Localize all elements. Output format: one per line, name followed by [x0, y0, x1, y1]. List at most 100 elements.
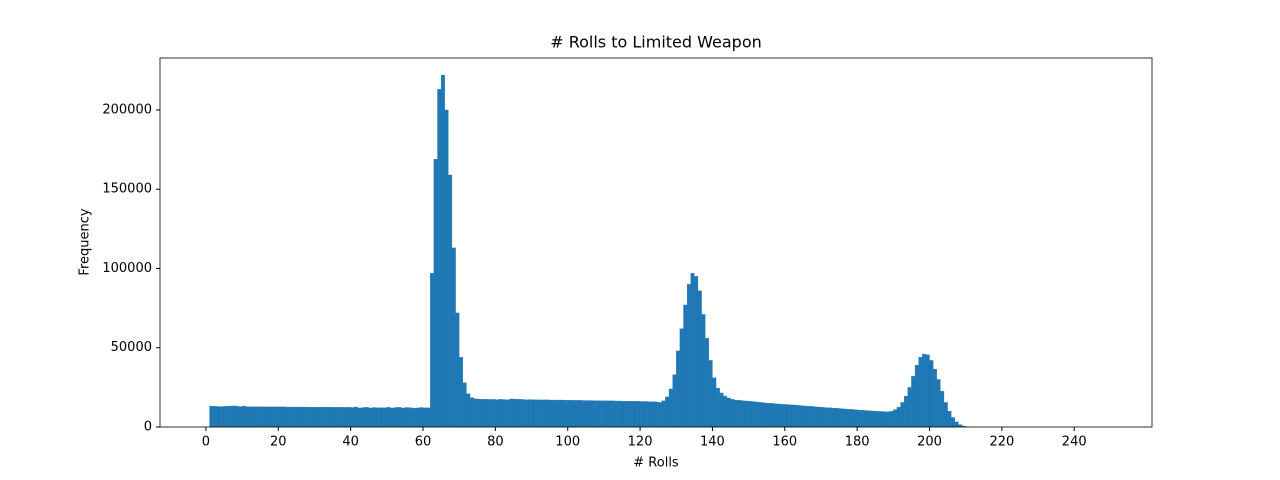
bar: [712, 377, 717, 428]
bar: [900, 402, 905, 428]
bar: [383, 407, 387, 428]
bar: [647, 401, 652, 428]
bar: [762, 402, 767, 428]
bar: [346, 407, 351, 428]
bar: [610, 400, 615, 428]
bar: [636, 401, 641, 428]
bar: [422, 407, 427, 428]
bar: [907, 387, 912, 428]
bar: [904, 395, 908, 428]
bar: [639, 401, 644, 428]
bar: [679, 328, 684, 428]
bar: [723, 395, 728, 428]
bar: [477, 398, 482, 428]
bar: [553, 399, 558, 428]
bar: [516, 399, 521, 428]
bar: [321, 407, 326, 428]
bar: [813, 406, 818, 428]
bar: [289, 406, 293, 428]
bar: [531, 399, 536, 428]
bar: [806, 406, 811, 428]
bar: [683, 304, 688, 428]
bar: [459, 357, 463, 428]
bar: [621, 401, 626, 428]
x-tick-label: 140: [700, 435, 725, 450]
bar: [820, 407, 825, 428]
bar: [412, 407, 416, 428]
bar: [437, 89, 442, 428]
bar: [596, 400, 601, 428]
bar: [784, 404, 789, 428]
bar: [773, 403, 778, 428]
bar: [791, 404, 796, 428]
bar: [310, 407, 315, 428]
bar: [781, 404, 785, 428]
bar: [603, 400, 608, 428]
bar: [249, 406, 254, 428]
y-tick-label: 200000: [102, 102, 152, 117]
bar: [209, 405, 214, 428]
bar: [404, 407, 409, 428]
bar: [241, 405, 246, 428]
bar: [361, 407, 366, 428]
bar: [799, 405, 804, 428]
bar: [809, 406, 814, 428]
bar: [625, 401, 630, 428]
bar: [940, 391, 945, 428]
bar: [364, 407, 369, 428]
bar: [672, 374, 677, 428]
bar: [433, 158, 438, 428]
bar: [686, 284, 691, 428]
bar: [658, 402, 662, 428]
bar: [484, 399, 489, 428]
bar: [462, 382, 467, 428]
bar: [448, 174, 453, 428]
bar: [574, 400, 579, 428]
bar: [524, 399, 529, 428]
bar: [270, 406, 275, 428]
y-tick-label: 150000: [102, 182, 152, 197]
bar: [556, 399, 561, 428]
bar: [274, 406, 279, 428]
y-tick-label: 0: [144, 420, 152, 435]
bar: [390, 407, 395, 428]
bar: [440, 74, 445, 428]
bar: [733, 399, 738, 428]
bar: [509, 398, 514, 428]
bar: [582, 400, 586, 428]
bar: [332, 407, 337, 428]
bar: [281, 406, 286, 428]
bar: [665, 396, 670, 428]
bar: [795, 405, 800, 428]
x-tick-label: 0: [202, 435, 210, 450]
bar: [585, 400, 590, 428]
bar: [954, 421, 959, 428]
bar: [882, 411, 887, 428]
bar: [694, 276, 699, 428]
bar: [502, 399, 507, 428]
bar: [339, 407, 344, 428]
bar: [668, 388, 673, 428]
x-tick-label: 80: [487, 435, 504, 450]
bar: [285, 406, 290, 428]
bar: [777, 403, 782, 428]
x-tick-label: 120: [628, 435, 653, 450]
bar: [835, 408, 840, 428]
bar: [317, 407, 322, 428]
bar: [401, 407, 406, 428]
bar: [943, 402, 948, 428]
bar: [278, 406, 283, 428]
bar: [368, 407, 373, 428]
bar: [856, 409, 861, 428]
bar: [560, 399, 565, 428]
bar: [925, 354, 930, 428]
bar: [842, 408, 847, 428]
x-tick-label: 60: [415, 435, 432, 450]
bar: [661, 400, 666, 428]
bar: [853, 409, 858, 428]
bar: [430, 273, 435, 428]
bar: [875, 411, 880, 428]
bar: [375, 407, 380, 428]
